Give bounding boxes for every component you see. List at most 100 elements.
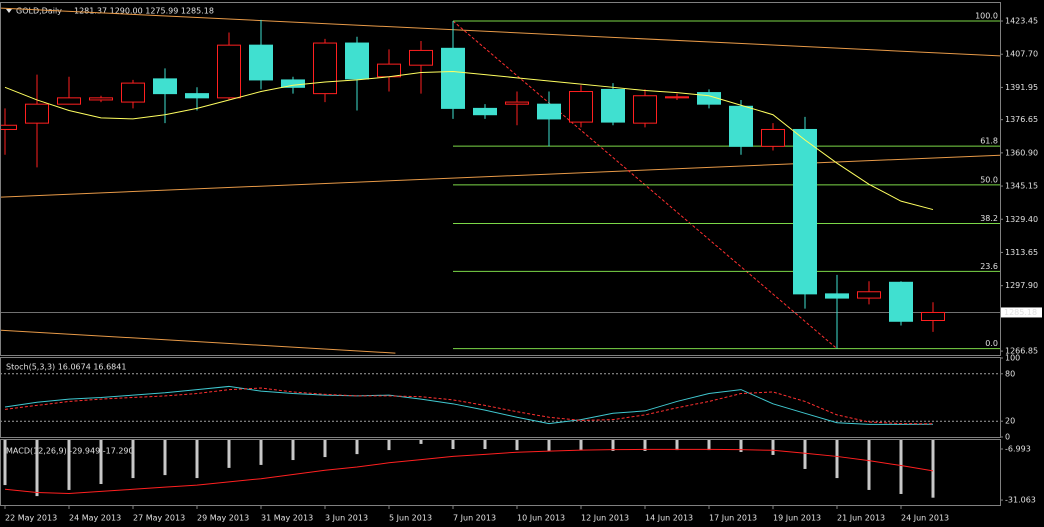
candle-body bbox=[25, 103, 49, 124]
fib-label: 61.8 bbox=[980, 137, 998, 146]
candle-body bbox=[761, 128, 785, 147]
candle-body bbox=[441, 47, 465, 109]
stoch-panel-frame bbox=[0, 357, 1001, 438]
ohlc-text: 1281.37 1290.00 1275.99 1285.18 bbox=[74, 7, 214, 16]
y-tick-label: 100 bbox=[1005, 354, 1020, 363]
candle-body bbox=[697, 92, 721, 105]
trendline bbox=[1, 154, 1000, 198]
price-marker-label: 1285.18 bbox=[1004, 308, 1037, 317]
macd-bar bbox=[35, 440, 39, 497]
trendline bbox=[1, 7, 1000, 57]
candle-body bbox=[825, 293, 849, 299]
x-tick-label: 24 Jun 2013 bbox=[901, 514, 949, 523]
candle-body bbox=[281, 79, 305, 88]
macd-bar bbox=[483, 440, 487, 450]
x-tick-label: 29 May 2013 bbox=[197, 514, 249, 523]
macd-bar bbox=[515, 440, 519, 451]
macd-bar bbox=[899, 440, 903, 494]
fib-label: 0.0 bbox=[985, 339, 998, 348]
candle-body bbox=[249, 44, 273, 81]
y-tick-label: 0 bbox=[1005, 433, 1010, 442]
candle-body bbox=[537, 103, 561, 120]
macd-bar bbox=[3, 440, 7, 486]
macd-bar bbox=[387, 440, 391, 451]
moving-average bbox=[4, 71, 934, 211]
y-tick-label: 80 bbox=[1005, 369, 1015, 378]
fib-label: 50.0 bbox=[980, 175, 998, 184]
candle-body bbox=[409, 49, 433, 66]
candle-body bbox=[633, 95, 657, 124]
x-tick-label: 27 May 2013 bbox=[133, 514, 185, 523]
candle-body bbox=[665, 96, 689, 99]
candle-body bbox=[793, 128, 817, 295]
x-tick-label: 7 Jun 2013 bbox=[453, 514, 496, 523]
y-tick-label: -31.063 bbox=[1005, 496, 1036, 505]
macd-bar bbox=[579, 440, 583, 451]
macd-bar bbox=[67, 440, 71, 490]
x-tick-label: 19 Jun 2013 bbox=[773, 514, 821, 523]
x-tick-label: 17 Jun 2013 bbox=[709, 514, 757, 523]
macd-bar bbox=[547, 440, 551, 451]
macd-signal bbox=[4, 448, 934, 495]
y-tick-label: 1376.65 bbox=[1005, 115, 1038, 124]
candle-body bbox=[569, 91, 593, 123]
x-tick-label: 22 May 2013 bbox=[5, 514, 57, 523]
y-tick-label: 1266.85 bbox=[1005, 347, 1038, 356]
trendline bbox=[1, 329, 396, 354]
y-tick-label: 1297.90 bbox=[1005, 281, 1038, 290]
candle-body bbox=[1, 124, 17, 130]
x-tick-label: 21 Jun 2013 bbox=[837, 514, 885, 523]
symbol-menu-icon[interactable] bbox=[6, 9, 12, 13]
y-tick-label: 1345.15 bbox=[1005, 182, 1038, 191]
main-plot: 100.0 61.8 50.0 38.2 23.6 0.0 bbox=[1, 7, 1000, 354]
y-tick-label: 1329.40 bbox=[1005, 215, 1038, 224]
y-tick-label: 1313.65 bbox=[1005, 248, 1038, 257]
macd-panel-frame bbox=[0, 439, 1001, 506]
macd-bar bbox=[771, 440, 775, 455]
candle-body bbox=[57, 97, 81, 105]
y-tick-label: 1360.90 bbox=[1005, 148, 1038, 157]
macd-bar bbox=[291, 440, 295, 461]
candle-body bbox=[121, 82, 145, 103]
macd-bar bbox=[419, 440, 423, 444]
y-tick-label: 20 bbox=[1005, 417, 1015, 426]
y-tick-label: -6.993 bbox=[1005, 444, 1031, 453]
macd-bar bbox=[259, 440, 263, 465]
macd-bar bbox=[451, 440, 455, 450]
candle-body bbox=[857, 291, 881, 299]
macd-bar bbox=[163, 440, 167, 476]
fib-label: 38.2 bbox=[980, 214, 998, 223]
x-tick-label: 31 May 2013 bbox=[261, 514, 313, 523]
macd-bar bbox=[803, 440, 807, 469]
candle-body bbox=[345, 42, 369, 80]
candle-body bbox=[89, 97, 113, 101]
candle-body bbox=[729, 105, 753, 147]
x-tick-label: 5 Jun 2013 bbox=[389, 514, 432, 523]
macd-bar bbox=[355, 440, 359, 455]
x-tick-label: 10 Jun 2013 bbox=[517, 514, 565, 523]
y-tick-label: 1423.45 bbox=[1005, 17, 1038, 26]
y-tick-label: 1407.70 bbox=[1005, 50, 1038, 59]
candle-body bbox=[313, 42, 337, 95]
macd-bar bbox=[131, 440, 135, 479]
candle-body bbox=[505, 101, 529, 105]
y-tick-label: 1391.95 bbox=[1005, 83, 1038, 92]
fib-label: 23.6 bbox=[980, 262, 998, 271]
macd-bar bbox=[227, 440, 231, 468]
macd-bar bbox=[675, 440, 679, 451]
macd-bar bbox=[707, 440, 711, 451]
symbol: GOLD,Daily bbox=[16, 7, 62, 16]
main-panel-frame bbox=[0, 2, 1001, 356]
candle-body bbox=[153, 78, 177, 95]
candle-body bbox=[185, 93, 209, 99]
axes: 1423.45 1407.70 1391.95 1376.65 1360.90 1345.… bbox=[4, 17, 1042, 523]
x-tick-label: 14 Jun 2013 bbox=[645, 514, 693, 523]
candle-body bbox=[601, 88, 625, 123]
macd-bar bbox=[739, 440, 743, 452]
candle-body bbox=[889, 281, 913, 322]
stoch-title: Stoch(5,3,3) 16.0674 16.6841 bbox=[6, 363, 126, 372]
stoch-line bbox=[4, 385, 934, 425]
candle-body bbox=[377, 63, 401, 78]
x-tick-label: 24 May 2013 bbox=[69, 514, 121, 523]
